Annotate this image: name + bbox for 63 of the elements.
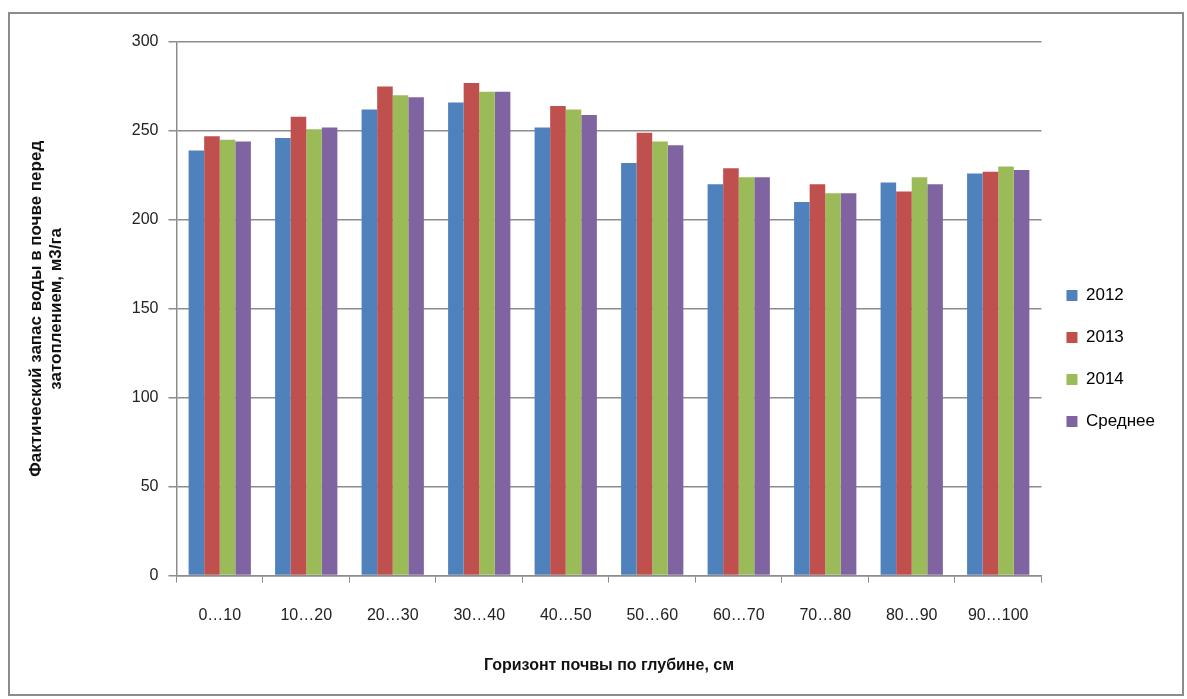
bar bbox=[840, 193, 857, 575]
legend-label: 2012 bbox=[1085, 285, 1124, 305]
bar bbox=[534, 127, 551, 575]
legend-label: 2013 bbox=[1085, 327, 1124, 347]
x-tick-label: 70…80 bbox=[799, 605, 852, 623]
bar bbox=[392, 95, 409, 575]
bar bbox=[219, 139, 236, 575]
bar bbox=[754, 177, 770, 575]
bar bbox=[377, 86, 393, 575]
bar bbox=[235, 141, 251, 575]
bar bbox=[825, 193, 841, 575]
y-tick-label: 300 bbox=[131, 32, 159, 50]
y-tick-label: 50 bbox=[140, 477, 159, 495]
bar bbox=[479, 91, 495, 575]
x-tick-label: 90…100 bbox=[967, 605, 1029, 623]
bar bbox=[448, 102, 464, 575]
bar bbox=[911, 177, 928, 575]
bar bbox=[794, 202, 810, 575]
bar bbox=[494, 91, 511, 575]
x-tick-label: 80…90 bbox=[885, 605, 938, 623]
y-tick-label: 150 bbox=[131, 299, 159, 317]
y-tick-label: 100 bbox=[131, 388, 159, 406]
bar bbox=[652, 141, 668, 575]
bar bbox=[738, 177, 755, 575]
x-tick-label: 10…20 bbox=[280, 605, 333, 623]
bar bbox=[550, 106, 566, 575]
x-tick-label: 60…70 bbox=[712, 605, 765, 623]
bar bbox=[463, 82, 480, 575]
y-axis-title: Фактический запас воды в почве перед затоплением, м3/га bbox=[25, 140, 66, 477]
bar bbox=[723, 168, 739, 575]
bar bbox=[967, 173, 983, 575]
x-axis-title: Горизонт почвы по глубине, см bbox=[483, 655, 735, 673]
bar bbox=[1013, 170, 1030, 575]
x-tick-label: 50…60 bbox=[626, 605, 679, 623]
bar bbox=[581, 114, 597, 575]
bar bbox=[667, 145, 684, 575]
x-tick-label: 40…50 bbox=[539, 605, 592, 623]
bar bbox=[204, 136, 220, 575]
bar bbox=[809, 184, 826, 575]
bar bbox=[188, 150, 205, 575]
bar bbox=[621, 162, 637, 575]
bar bbox=[565, 109, 582, 575]
bar bbox=[275, 138, 291, 575]
x-tick-label: 20…30 bbox=[366, 605, 419, 623]
x-tick-label: 30…40 bbox=[453, 605, 506, 623]
bar bbox=[408, 97, 424, 575]
bar bbox=[306, 129, 322, 575]
x-tick-label: 0…10 bbox=[198, 605, 242, 623]
bar bbox=[927, 184, 943, 575]
legend-label: 2014 bbox=[1085, 369, 1124, 389]
bar bbox=[361, 109, 378, 575]
bar bbox=[998, 166, 1014, 575]
bar bbox=[982, 171, 999, 575]
legend-label: Среднее bbox=[1085, 411, 1155, 431]
bar bbox=[707, 184, 724, 575]
y-tick-label: 250 bbox=[131, 121, 159, 139]
bar bbox=[636, 132, 653, 575]
bar bbox=[321, 127, 338, 575]
y-tick-label: 200 bbox=[131, 210, 159, 228]
bar bbox=[896, 191, 912, 575]
y-tick-label: 0 bbox=[149, 566, 159, 584]
bar bbox=[880, 182, 897, 575]
bar bbox=[290, 116, 307, 575]
